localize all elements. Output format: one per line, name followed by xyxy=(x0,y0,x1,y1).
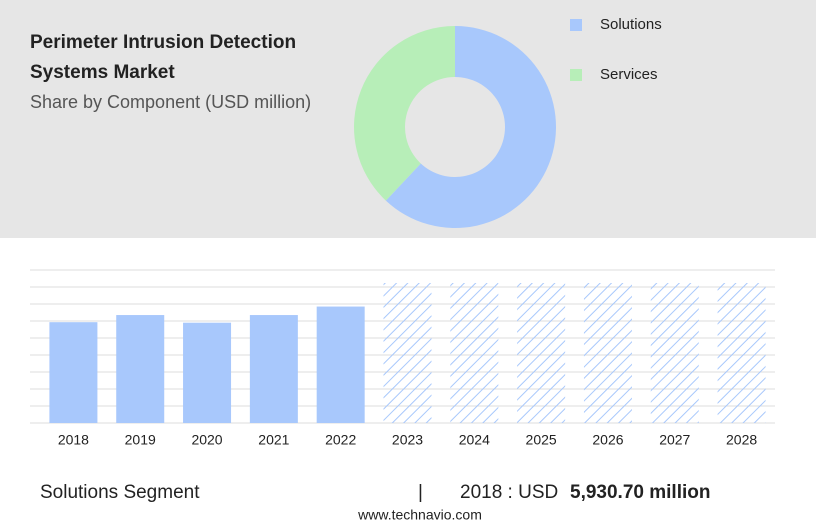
donut-slice xyxy=(385,26,557,228)
legend-label: Solutions xyxy=(600,16,662,33)
x-tick-label: 2028 xyxy=(726,432,757,448)
x-tick-label: 2022 xyxy=(325,432,356,448)
bar xyxy=(49,322,98,423)
forecast-bar xyxy=(450,283,499,423)
x-tick-label: 2020 xyxy=(191,432,222,448)
legend-swatch xyxy=(570,19,582,31)
year-prefix: 2018 : USD xyxy=(460,482,558,503)
x-tick-label: 2018 xyxy=(58,432,89,448)
x-tick-label: 2024 xyxy=(459,432,490,448)
segment-value: 5,930.70 million xyxy=(570,482,710,503)
segment-label: Solutions Segment xyxy=(40,482,200,503)
bar xyxy=(183,322,232,423)
chart-title: Systems Market xyxy=(30,62,175,83)
forecast-bar xyxy=(583,283,632,423)
donut-slice xyxy=(354,25,455,201)
chart-subtitle: Share by Component (USD million) xyxy=(30,92,311,112)
bar xyxy=(249,315,298,423)
x-tick-label: 2026 xyxy=(592,432,623,448)
forecast-bar xyxy=(650,283,699,423)
bar xyxy=(116,315,165,423)
legend-swatch xyxy=(570,69,582,81)
x-tick-label: 2023 xyxy=(392,432,423,448)
chart-title: Perimeter Intrusion Detection xyxy=(30,32,296,53)
x-tick-label: 2021 xyxy=(258,432,289,448)
forecast-bar xyxy=(383,283,432,423)
source: www.technavio.com xyxy=(357,507,482,523)
forecast-bar xyxy=(517,283,566,423)
forecast-bar xyxy=(717,283,766,423)
bar xyxy=(316,306,365,423)
x-tick-label: 2025 xyxy=(526,432,557,448)
x-tick-label: 2027 xyxy=(659,432,690,448)
separator: | xyxy=(418,482,423,503)
legend-label: Services xyxy=(600,66,658,83)
x-tick-label: 2019 xyxy=(125,432,156,448)
